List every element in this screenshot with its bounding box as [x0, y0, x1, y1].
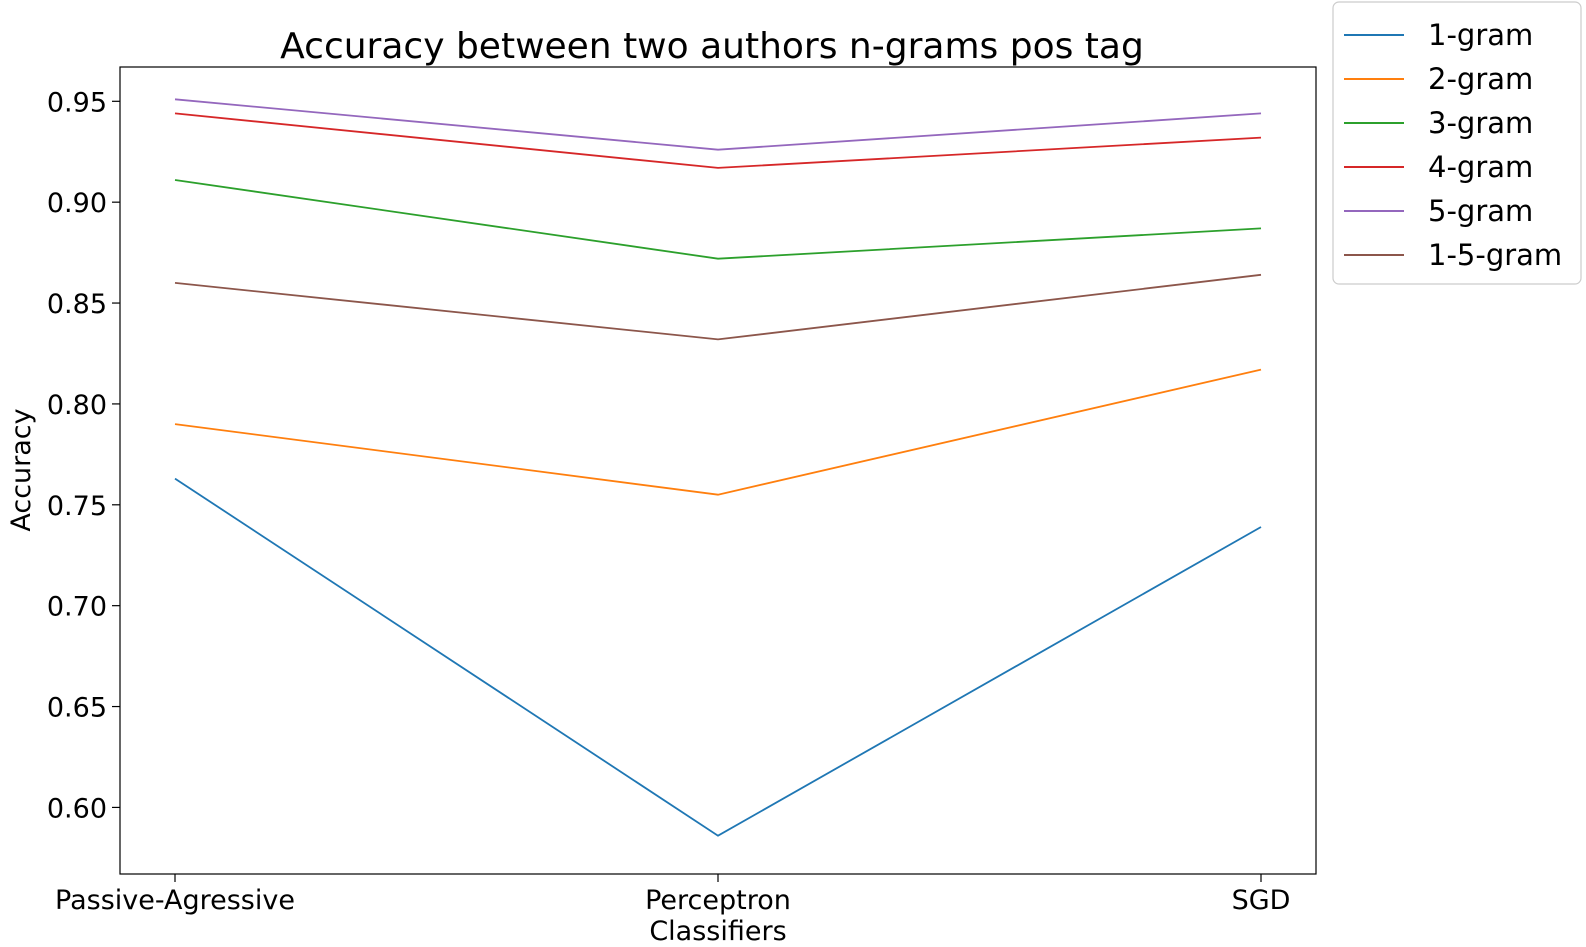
y-tick-label: 0.65 — [47, 693, 107, 724]
series-line-1-5-gram — [174, 273, 1262, 341]
y-tick-label: 0.85 — [47, 289, 107, 320]
chart-title: Accuracy between two authors n-grams pos… — [280, 26, 1144, 67]
y-tick-label: 0.75 — [47, 491, 107, 522]
series-line-4-gram — [174, 112, 1262, 169]
legend-label-5-gram: 5-gram — [1428, 194, 1533, 228]
series-line-2-gram — [174, 368, 1262, 496]
y-tick-label: 0.80 — [47, 390, 107, 421]
legend-label-4-gram: 4-gram — [1428, 150, 1533, 184]
series-line-5-gram — [174, 98, 1262, 151]
y-tick-label: 0.60 — [47, 793, 107, 824]
x-tick-label: SGD — [1232, 885, 1291, 916]
legend-frame — [1332, 1, 1582, 285]
legend: 1-gram 2-gram 3-gram 4-gram 5-gram 1-5-gram — [1332, 1, 1582, 285]
legend-label-1-gram: 1-gram — [1428, 18, 1533, 52]
y-axis-label: Accuracy — [6, 408, 37, 531]
plot-area-frame — [119, 66, 1317, 875]
x-axis: Passive-Agressive Perceptron SGD — [55, 874, 1290, 916]
series-line-1-gram — [174, 477, 1262, 837]
x-axis-label: Classifiers — [649, 916, 786, 947]
y-tick-label: 0.70 — [47, 592, 107, 623]
x-tick-label: Perceptron — [645, 885, 791, 916]
x-tick-label: Passive-Agressive — [55, 885, 295, 916]
y-tick-label: 0.90 — [47, 188, 107, 219]
y-tick-label: 0.95 — [47, 87, 107, 118]
y-axis: 0.60 0.65 0.70 0.75 0.80 0.85 0.90 0.95 — [47, 87, 120, 824]
legend-label-1-5-gram: 1-5-gram — [1428, 238, 1562, 272]
series-line-3-gram — [174, 179, 1262, 260]
legend-label-2-gram: 2-gram — [1428, 62, 1533, 96]
series-lines — [174, 98, 1262, 837]
legend-label-3-gram: 3-gram — [1428, 106, 1533, 140]
